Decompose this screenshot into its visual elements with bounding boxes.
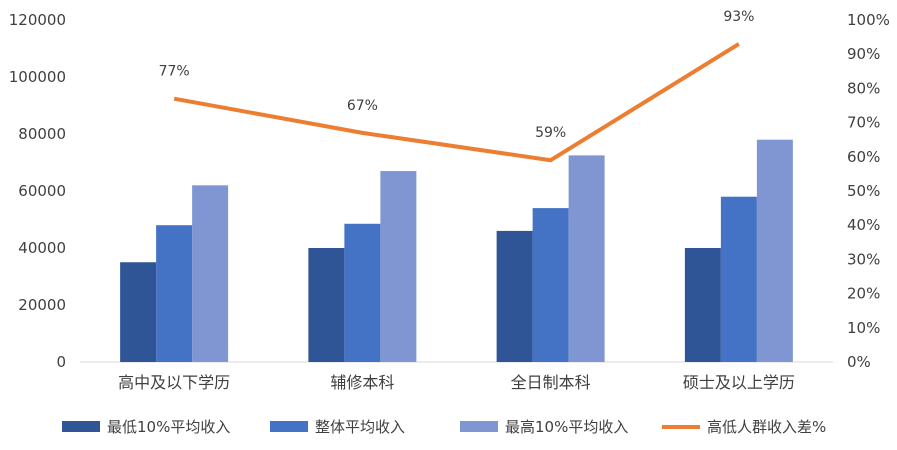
bar-series: [120, 139, 793, 362]
category-label: 硕士及以上学历: [683, 373, 795, 392]
right-axis-tick-label: 0%: [847, 353, 871, 371]
right-axis-tick-label: 80%: [847, 79, 880, 97]
category-label: 全日制本科: [511, 373, 591, 392]
bar: [720, 196, 757, 362]
right-axis-tick-label: 10%: [847, 319, 880, 337]
right-axis-tick-label: 40%: [847, 216, 880, 234]
bar: [156, 225, 193, 362]
right-axis-tick-label: 50%: [847, 182, 880, 200]
bar: [192, 185, 229, 362]
left-axis-tick-label: 0: [56, 353, 66, 371]
category-label: 辅修本科: [330, 373, 394, 392]
data-label: 59%: [535, 125, 566, 141]
bar: [684, 248, 721, 362]
left-axis-tick-label: 20000: [18, 296, 66, 314]
data-label: 77%: [159, 64, 190, 80]
legend-swatch: [460, 421, 498, 432]
right-axis-tick-label: 70%: [847, 114, 880, 132]
right-axis-tick-label: 90%: [847, 45, 880, 63]
right-axis-tick-label: 30%: [847, 250, 880, 268]
category-labels: 高中及以下学历 辅修本科 全日制本科 硕士及以上学历: [118, 373, 795, 392]
bar: [532, 208, 569, 362]
category-label: 高中及以下学历: [118, 373, 230, 392]
legend-swatch: [62, 421, 100, 432]
series-line: [173, 42, 740, 163]
left-axis-tick-label: 60000: [18, 182, 66, 200]
left-axis-tick-label: 120000: [9, 11, 66, 29]
legend: 最低10%平均收入 整体平均收入 最高10%平均收入 高低人群收入差%: [62, 418, 826, 436]
line-series: 77% 67% 59% 93%: [159, 9, 754, 163]
right-axis-tick-label: 60%: [847, 148, 880, 166]
legend-swatch: [270, 421, 308, 432]
right-axis-ticks: 0% 10% 20% 30% 40% 50% 60% 70% 80% 90% 100%: [847, 11, 890, 371]
left-axis-tick-label: 40000: [18, 239, 66, 257]
bar: [308, 248, 345, 362]
left-axis-ticks: 0 20000 40000 60000 80000 100000 120000: [9, 11, 66, 371]
left-axis-tick-label: 100000: [9, 68, 66, 86]
bar: [380, 171, 417, 362]
bar: [756, 139, 793, 362]
legend-label: 最低10%平均收入: [107, 418, 230, 436]
right-axis-tick-label: 20%: [847, 285, 880, 303]
data-label: 93%: [723, 9, 754, 25]
legend-label: 整体平均收入: [315, 418, 405, 436]
legend-label: 最高10%平均收入: [505, 418, 628, 436]
data-label: 67%: [347, 98, 378, 114]
bar: [568, 155, 605, 362]
bar: [496, 230, 533, 362]
bar: [120, 262, 157, 362]
bar: [344, 223, 381, 362]
right-axis-tick-label: 100%: [847, 11, 890, 29]
left-axis-tick-label: 80000: [18, 125, 66, 143]
legend-label: 高低人群收入差%: [707, 418, 826, 436]
